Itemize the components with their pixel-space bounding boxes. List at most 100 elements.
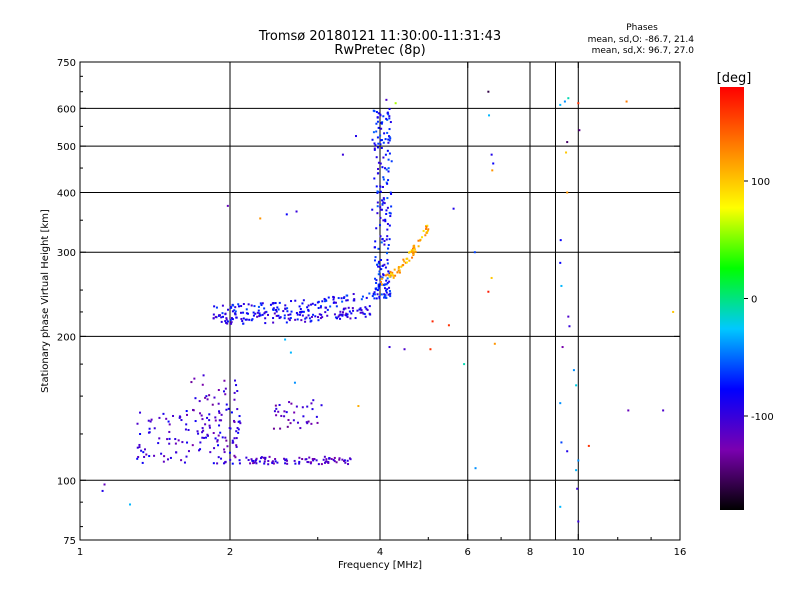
data-point (386, 197, 389, 200)
data-point (298, 456, 301, 459)
data-point (338, 458, 341, 461)
data-point (386, 262, 389, 265)
data-point (229, 458, 232, 461)
data-point (383, 239, 386, 242)
data-point (148, 455, 151, 458)
data-point (425, 231, 428, 234)
data-point (216, 440, 219, 443)
data-point (242, 311, 245, 314)
data-point (487, 290, 490, 293)
data-point (389, 191, 392, 194)
data-point (345, 294, 348, 297)
data-point (368, 305, 371, 308)
data-point (387, 113, 390, 116)
data-point (373, 177, 376, 180)
data-point (381, 185, 384, 188)
data-point (378, 265, 381, 268)
data-point (315, 415, 318, 418)
data-point (566, 191, 569, 194)
data-point (258, 460, 261, 463)
data-point (563, 100, 566, 103)
data-point (412, 246, 415, 249)
data-point (381, 264, 384, 267)
data-point (359, 311, 362, 314)
data-point (324, 298, 327, 301)
data-point (212, 317, 215, 320)
data-point (379, 162, 382, 165)
data-point (285, 321, 288, 324)
data-point (272, 427, 275, 430)
data-point (376, 263, 379, 266)
data-point (383, 198, 386, 201)
data-point (389, 274, 392, 277)
data-point (413, 248, 416, 251)
data-point (389, 212, 392, 215)
data-point (306, 461, 309, 464)
data-point (357, 405, 360, 408)
data-point (319, 306, 322, 309)
data-point (338, 457, 341, 460)
data-points (101, 90, 675, 523)
data-point (215, 306, 218, 309)
data-point (382, 219, 385, 222)
data-point (332, 458, 335, 461)
data-point (298, 311, 301, 314)
data-point (255, 457, 258, 460)
data-point (387, 293, 390, 296)
data-point (380, 268, 383, 271)
data-point (175, 451, 178, 454)
data-point (388, 135, 391, 138)
data-point (383, 287, 386, 290)
data-point (212, 313, 215, 316)
data-point (344, 461, 347, 464)
data-point (347, 306, 350, 309)
data-point (260, 304, 263, 307)
data-point (263, 462, 266, 465)
data-point (274, 458, 277, 461)
data-point (316, 421, 319, 424)
data-point (212, 462, 215, 465)
data-point (275, 414, 278, 417)
data-point (336, 317, 339, 320)
data-point (224, 436, 227, 439)
data-point (353, 299, 356, 302)
data-point (375, 156, 378, 159)
data-point (373, 291, 376, 294)
data-point (315, 459, 318, 462)
data-point (308, 317, 311, 320)
data-point (264, 311, 267, 314)
data-point (386, 235, 389, 238)
data-point (391, 271, 394, 274)
data-point (286, 459, 289, 462)
data-point (310, 402, 313, 405)
y-tick-label: 600 (57, 104, 76, 115)
data-point (345, 314, 348, 317)
data-point (300, 319, 303, 322)
data-point (230, 321, 233, 324)
x-tick-label: 2 (227, 547, 233, 558)
data-point (289, 422, 292, 425)
data-point (184, 428, 187, 431)
data-point (365, 307, 368, 310)
data-point (233, 437, 236, 440)
data-point (278, 403, 281, 406)
data-point (566, 141, 569, 144)
data-point (381, 238, 384, 241)
data-point (153, 427, 156, 430)
data-point (169, 456, 172, 459)
data-point (275, 407, 278, 410)
x-tick-label: 4 (377, 547, 383, 558)
data-point (165, 417, 168, 420)
data-point (259, 457, 262, 460)
data-point (417, 245, 420, 248)
data-point (380, 208, 383, 211)
data-point (386, 288, 389, 291)
data-point (426, 229, 429, 232)
data-point (168, 423, 171, 426)
data-point (342, 297, 345, 300)
data-point (672, 310, 675, 313)
data-point (312, 313, 315, 316)
data-point (235, 430, 238, 433)
data-point (233, 312, 236, 315)
data-point (380, 283, 383, 286)
